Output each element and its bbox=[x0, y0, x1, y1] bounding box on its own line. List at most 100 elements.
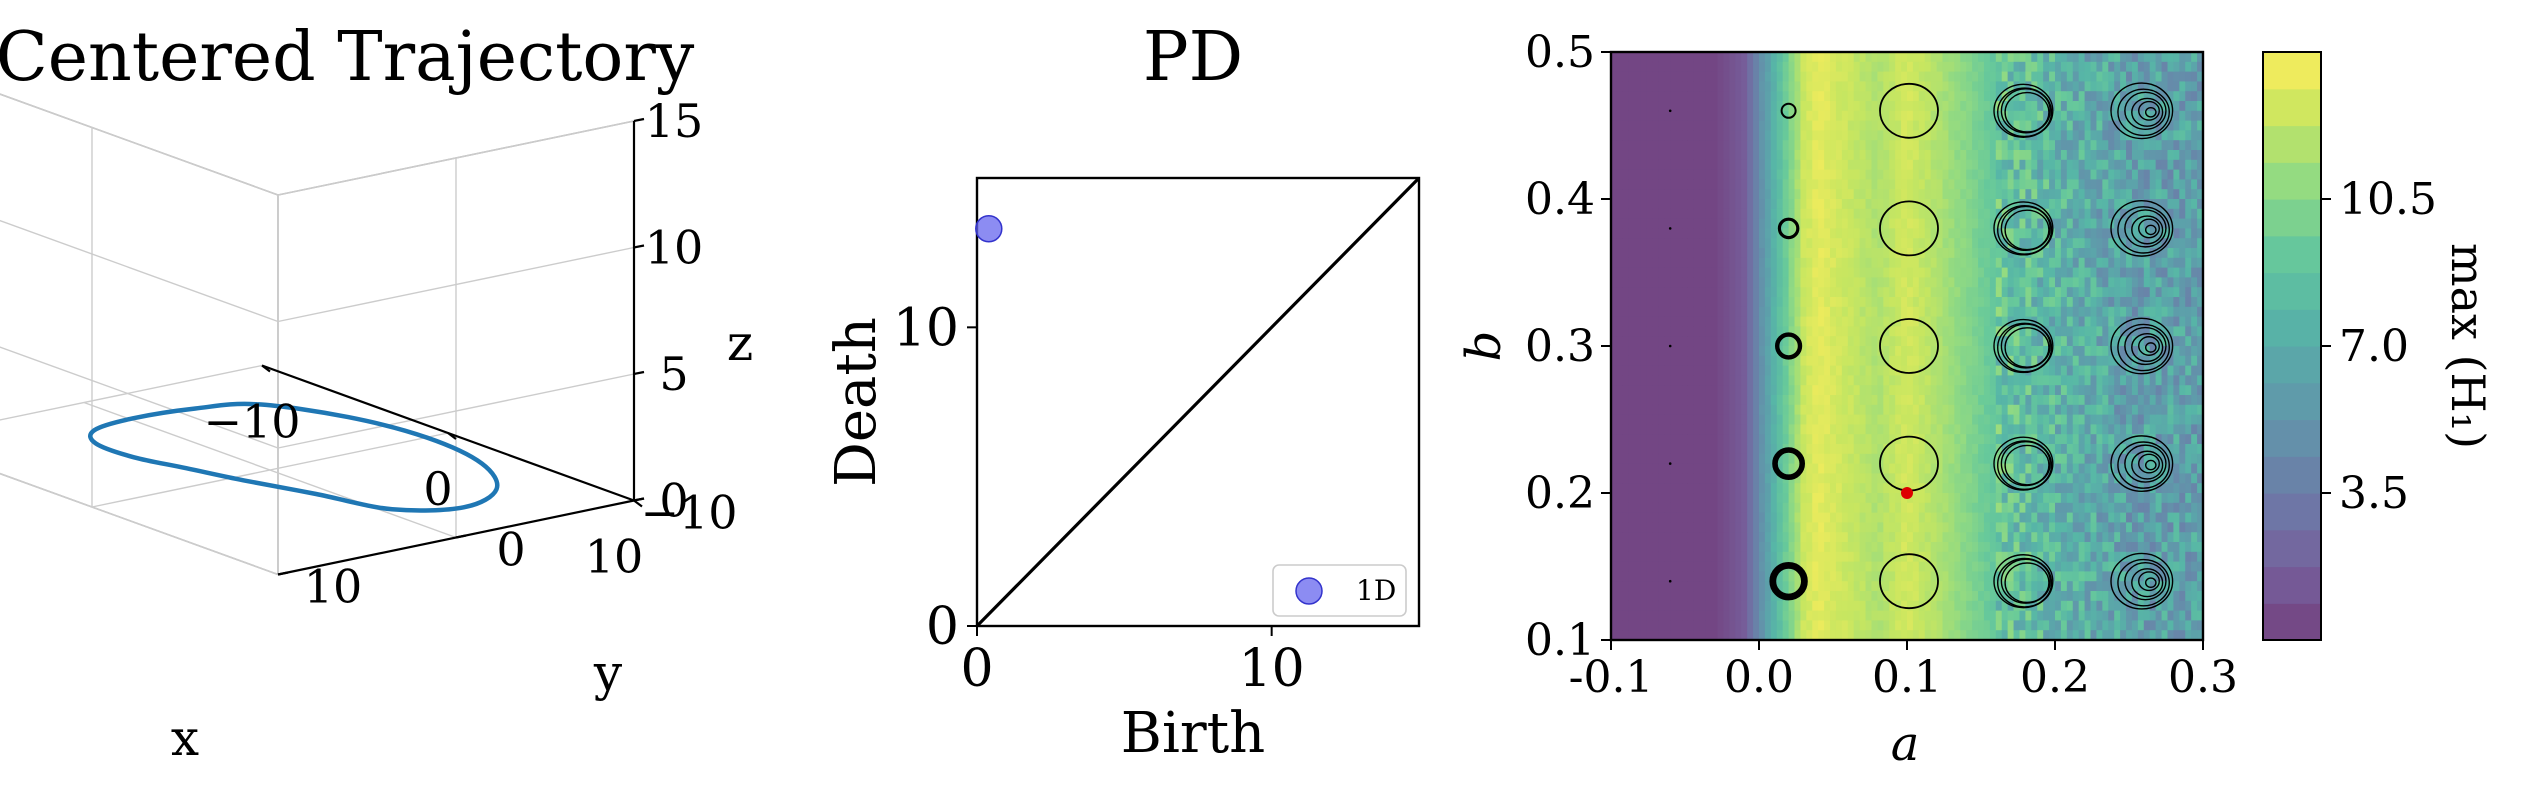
heatmap-cell bbox=[2084, 61, 2092, 73]
heatmap-cell bbox=[2013, 414, 2021, 425]
heatmap-cell bbox=[1895, 532, 1902, 543]
heatmap-cell bbox=[2043, 561, 2050, 572]
heatmap-cell bbox=[1616, 81, 1624, 92]
heatmap-cell bbox=[1753, 287, 1760, 298]
heatmap-cell bbox=[1865, 591, 1873, 602]
heatmap-cell bbox=[1983, 522, 1991, 533]
heatmap-cell bbox=[1989, 591, 1997, 602]
heatmap-cell bbox=[2072, 404, 2080, 416]
heatmap-cell bbox=[1877, 316, 1884, 327]
heatmap-cell bbox=[2078, 346, 2086, 357]
heatmap-cell bbox=[1646, 571, 1654, 582]
heatmap-cell bbox=[1759, 600, 1766, 612]
heatmap-cell bbox=[2013, 434, 2021, 445]
heatmap-cell bbox=[1835, 502, 1843, 514]
heatmap-cell bbox=[1753, 306, 1760, 318]
heatmap-cell bbox=[2055, 248, 2062, 259]
heatmap-cell bbox=[1960, 218, 1967, 229]
heatmap-cell bbox=[1759, 140, 1766, 151]
heatmap-cell bbox=[1723, 179, 1730, 190]
heatmap-cell bbox=[1818, 483, 1825, 494]
heatmap-cell bbox=[1865, 502, 1873, 514]
heatmap-cell bbox=[2043, 395, 2050, 406]
heatmap-cell bbox=[1954, 52, 1961, 63]
heatmap-cell bbox=[1717, 81, 1725, 92]
heatmap-cell bbox=[1912, 110, 1920, 122]
heatmap-cell bbox=[1806, 71, 1813, 82]
heatmap-cell bbox=[1865, 463, 1873, 474]
heatmap-cell bbox=[1895, 620, 1902, 631]
heatmap-cell bbox=[1859, 493, 1867, 504]
heatmap-cell bbox=[1759, 385, 1766, 396]
heatmap-cell bbox=[1753, 630, 1760, 640]
heatmap-cell bbox=[1634, 375, 1642, 386]
heatmap-cell bbox=[1711, 502, 1719, 514]
heatmap-cell bbox=[1835, 591, 1843, 602]
heatmap-cell bbox=[1723, 385, 1730, 396]
heatmap-cell bbox=[2013, 101, 2021, 112]
heatmap-cell bbox=[1800, 493, 1807, 504]
heatmap-cell bbox=[1794, 159, 1802, 171]
heatmap-cell bbox=[1735, 199, 1742, 210]
heatmap-cell bbox=[1954, 571, 1961, 582]
heatmap-cell bbox=[1889, 591, 1896, 602]
heatmap-cell bbox=[1841, 532, 1849, 543]
heatmap-cell bbox=[1670, 228, 1677, 239]
heatmap-cell bbox=[1830, 316, 1837, 327]
heatmap-cell bbox=[1954, 120, 1961, 131]
heatmap-cell bbox=[1776, 453, 1784, 465]
heatmap-cell bbox=[1889, 512, 1896, 523]
heatmap-cell bbox=[1978, 159, 1985, 171]
heatmap-cell bbox=[1646, 561, 1654, 572]
heatmap-cell bbox=[1616, 532, 1624, 543]
heatmap-cell bbox=[2031, 542, 2038, 553]
heatmap-cell bbox=[1699, 591, 1707, 602]
heatmap-cell bbox=[1960, 140, 1967, 151]
heatmap-cell bbox=[1806, 444, 1813, 455]
heatmap-cell bbox=[1889, 414, 1896, 425]
heatmap-cell bbox=[1966, 424, 1973, 435]
heatmap-cell bbox=[1901, 52, 1908, 63]
heatmap-cell bbox=[1841, 91, 1849, 102]
heatmap-cell bbox=[1835, 306, 1843, 318]
heatmap-cell bbox=[1717, 159, 1725, 171]
heatmap-cell bbox=[1972, 150, 1979, 161]
heatmap-cell bbox=[1664, 150, 1671, 161]
heatmap-cell bbox=[1676, 267, 1683, 278]
heatmap-cell bbox=[1646, 71, 1654, 82]
heatmap-cell bbox=[1954, 267, 1961, 278]
heatmap-cell bbox=[2060, 336, 2068, 347]
heatmap-cell bbox=[1901, 267, 1908, 278]
heatmap-cell bbox=[1741, 179, 1748, 190]
heatmap-cell bbox=[1818, 473, 1825, 484]
heatmap-cell bbox=[1948, 91, 1955, 102]
heatmap-cell bbox=[1664, 542, 1671, 553]
heatmap-cell bbox=[1912, 365, 1920, 376]
heatmap-cell bbox=[1847, 267, 1855, 278]
heatmap-cell bbox=[1729, 189, 1736, 200]
heatmap-cell bbox=[2019, 228, 2026, 239]
heatmap-cell bbox=[2013, 238, 2021, 249]
heatmap-cell bbox=[1972, 434, 1979, 445]
heatmap-cell bbox=[1930, 306, 1938, 318]
heatmap-cell bbox=[1830, 434, 1837, 445]
heatmap-cell bbox=[1812, 561, 1819, 572]
heatmap-cell bbox=[1717, 385, 1725, 396]
heatmap-cell bbox=[1907, 159, 1914, 171]
heatmap-cell bbox=[1918, 395, 1926, 406]
heatmap-cell bbox=[1960, 512, 1967, 523]
heatmap-cell bbox=[2060, 228, 2068, 239]
heatmap-cell bbox=[2055, 140, 2062, 151]
heatmap-cell bbox=[1841, 208, 1849, 220]
heatmap-cell bbox=[1966, 140, 1973, 151]
heatmap-cell bbox=[1989, 473, 1997, 484]
heatmap-cell bbox=[1853, 444, 1861, 455]
heatmap-cell bbox=[1682, 110, 1689, 122]
heatmap-cell bbox=[1676, 571, 1683, 582]
heatmap-cell bbox=[1687, 473, 1695, 484]
heatmap-cell bbox=[1687, 532, 1695, 543]
heatmap-cell bbox=[1895, 336, 1902, 347]
heatmap-cell bbox=[1853, 52, 1861, 63]
heatmap-cell bbox=[1729, 326, 1736, 337]
heatmap-cell bbox=[1835, 542, 1843, 553]
